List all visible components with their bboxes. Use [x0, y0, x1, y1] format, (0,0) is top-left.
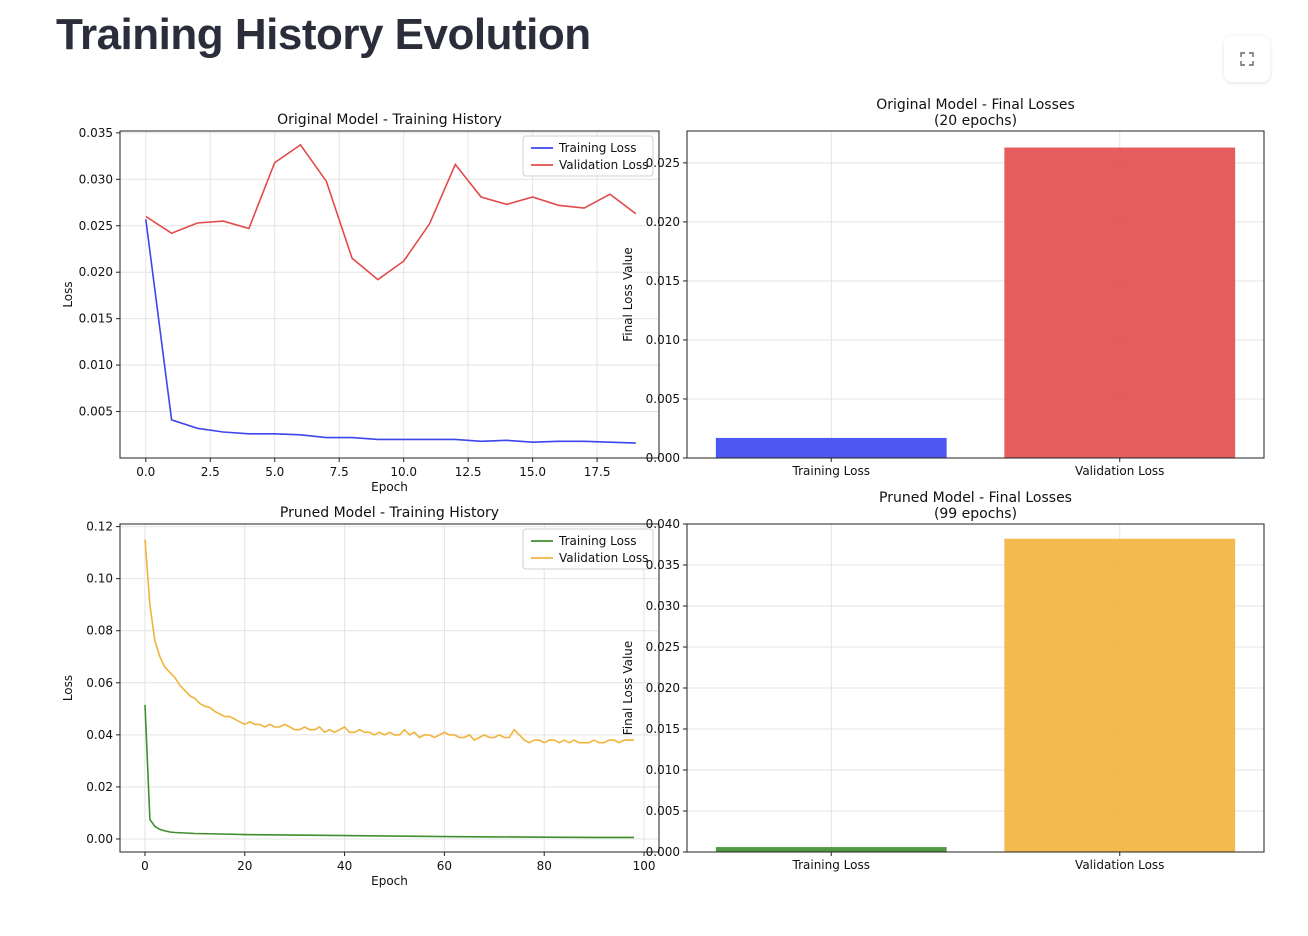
x-tick-label: 80 [537, 859, 552, 873]
chart-orig_hist: 0.0 2.5 5.0 7.5 10.0 12.5 15.0 17.5 0.005 0.010 0.… [61, 112, 660, 494]
y-tick-label: 0.04 [86, 728, 113, 742]
y-tick-label: 0.020 [646, 215, 680, 229]
x-tick-label: Training Loss [792, 464, 870, 478]
y-tick-label: 0.035 [646, 558, 680, 572]
y-tick-label: 0.010 [646, 333, 680, 347]
x-tick-label: Training Loss [792, 858, 870, 872]
page-title: Training History Evolution [56, 10, 591, 59]
chart-title: Original Model - Final Losses [876, 97, 1075, 113]
y-tick-label: 0.010 [646, 763, 680, 777]
chart-pruned_final: Training Loss Validation Loss 0.000 0.005 0.… [621, 490, 1265, 872]
bar-training-loss [715, 847, 947, 852]
y-tick-label: 0.06 [86, 676, 113, 690]
x-tick-label: 60 [437, 859, 452, 873]
x-tick-label: 5.0 [265, 465, 284, 479]
x-tick-label: 20 [237, 859, 252, 873]
y-tick-label: 0.005 [646, 392, 680, 406]
y-tick-label: 0.10 [86, 572, 113, 586]
y-tick-label: 0.025 [646, 640, 680, 654]
fullscreen-button[interactable] [1224, 36, 1270, 82]
y-tick-label: 0.005 [646, 804, 680, 818]
y-tick-label: 0.005 [79, 405, 113, 419]
y-tick-label: 0.025 [646, 156, 680, 170]
x-axis-label: Epoch [371, 480, 408, 494]
training-history-figure: 0.0 2.5 5.0 7.5 10.0 12.5 15.0 17.5 0.005 0.010 0.… [61, 97, 1265, 888]
y-tick-label: 0.015 [646, 722, 680, 736]
y-tick-label: 0.040 [646, 517, 680, 531]
y-tick-label: 0.020 [79, 265, 113, 279]
axes-frame [119, 523, 660, 853]
legend-label: Training Loss [558, 141, 636, 155]
legend: Training Loss Validation Loss [522, 528, 654, 570]
x-axis-label: Epoch [371, 874, 408, 888]
legend-box [522, 135, 654, 177]
legend-label: Validation Loss [559, 158, 648, 172]
bar-validation-loss [1004, 538, 1236, 852]
x-tick-label: Validation Loss [1075, 464, 1164, 478]
series-line-validation-loss [145, 143, 637, 281]
y-tick-label: 0.12 [86, 520, 113, 534]
y-tick-label: 0.08 [86, 624, 113, 638]
legend-label: Validation Loss [559, 551, 648, 565]
chart-pruned_hist: 0 20 40 60 80 100 0.00 0.02 0.04 0.06 0.08 0.10 0.12… [61, 505, 660, 888]
y-tick-label: 0.015 [646, 274, 680, 288]
bar-training-loss [715, 437, 947, 458]
legend-label: Training Loss [558, 534, 636, 548]
y-tick-label: 0.000 [646, 845, 680, 859]
axes-frame [686, 130, 1265, 459]
series-line-training-loss [145, 219, 636, 444]
y-tick-label: 0.030 [646, 599, 680, 613]
x-tick-label: 10.0 [390, 465, 417, 479]
series-line-validation-loss [144, 539, 634, 744]
y-axis-label: Loss [61, 281, 75, 307]
x-tick-label: 0.0 [136, 465, 155, 479]
legend-box [522, 528, 654, 570]
x-tick-label: Validation Loss [1075, 858, 1164, 872]
x-tick-label: 15.0 [519, 465, 546, 479]
chart-subtitle: (99 epochs) [934, 506, 1017, 522]
y-axis-label: Final Loss Value [621, 247, 635, 342]
legend: Training Loss Validation Loss [522, 135, 654, 177]
bar-validation-loss [1004, 147, 1236, 458]
chart-subtitle: (20 epochs) [934, 113, 1017, 129]
x-tick-label: 40 [337, 859, 352, 873]
chart-title: Original Model - Training History [277, 112, 502, 128]
chart-orig_final: Training Loss Validation Loss 0.000 0.005 0.… [621, 97, 1265, 478]
y-tick-label: 0.035 [79, 126, 113, 140]
x-tick-label: 7.5 [330, 465, 349, 479]
y-tick-label: 0.015 [79, 312, 113, 326]
chart-title: Pruned Model - Final Losses [879, 490, 1072, 506]
x-tick-label: 17.5 [584, 465, 611, 479]
expand-icon [1240, 52, 1254, 66]
training-figure: 0.0 2.5 5.0 7.5 10.0 12.5 15.0 17.5 0.005 0.010 0.… [56, 92, 1276, 906]
x-tick-label: 0 [141, 859, 149, 873]
x-tick-label: 2.5 [201, 465, 220, 479]
y-tick-label: 0.030 [79, 172, 113, 186]
x-tick-label: 100 [633, 859, 656, 873]
y-axis-label: Loss [61, 675, 75, 701]
y-tick-label: 0.02 [86, 780, 113, 794]
y-tick-label: 0.025 [79, 219, 113, 233]
axes-frame [119, 130, 660, 459]
y-axis-label: Final Loss Value [621, 641, 635, 736]
y-tick-label: 0.00 [86, 832, 113, 846]
y-tick-label: 0.010 [79, 358, 113, 372]
y-tick-label: 0.000 [646, 451, 680, 465]
chart-title: Pruned Model - Training History [280, 505, 499, 521]
y-tick-label: 0.020 [646, 681, 680, 695]
x-tick-label: 12.5 [455, 465, 482, 479]
series-line-training-loss [144, 704, 634, 839]
